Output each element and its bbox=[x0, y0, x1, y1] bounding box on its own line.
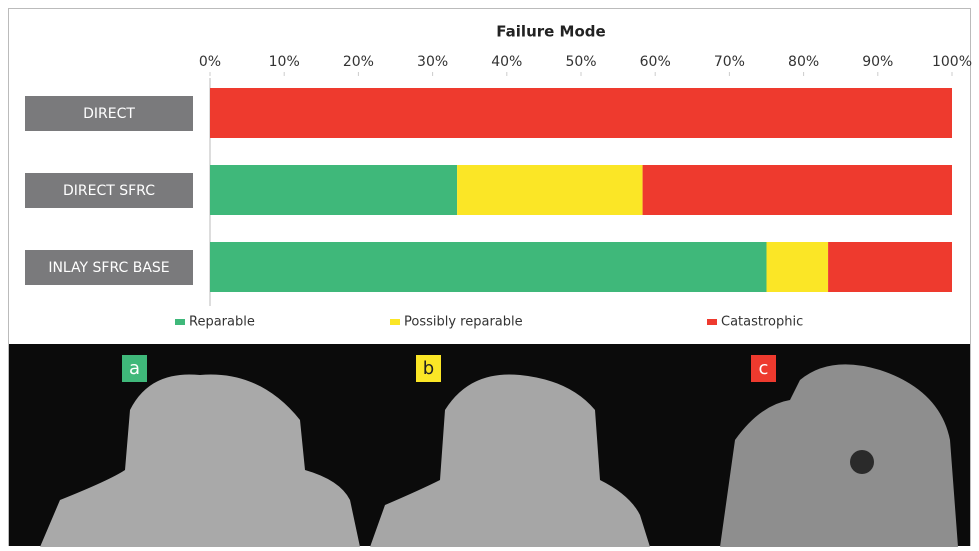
y-tick-label: INLAY SFRC BASE bbox=[48, 260, 169, 276]
x-tick-label: 10% bbox=[269, 54, 300, 70]
tooth-hole bbox=[850, 450, 874, 474]
x-tick-label: 70% bbox=[714, 54, 745, 70]
x-tick-label: 90% bbox=[862, 54, 893, 70]
bar-segment bbox=[457, 165, 643, 215]
bar-segment bbox=[210, 88, 952, 138]
bar-segment bbox=[210, 165, 457, 215]
y-tick-label: DIRECT bbox=[83, 106, 135, 122]
photo-label: a bbox=[129, 358, 140, 379]
x-tick-label: 80% bbox=[788, 54, 819, 70]
photo-panel bbox=[9, 344, 970, 547]
bar-segment bbox=[210, 242, 767, 292]
legend-marker bbox=[175, 319, 185, 325]
legend-label: Possibly reparable bbox=[404, 315, 523, 330]
legend-label: Catastrophic bbox=[721, 315, 803, 330]
photo-label: b bbox=[423, 358, 434, 379]
legend-marker bbox=[390, 319, 400, 325]
chart-title: Failure Mode bbox=[496, 23, 605, 41]
x-tick-label: 50% bbox=[565, 54, 596, 70]
figure: Failure Mode 0% 10% 20% 30% 40% 50% 60% 70% 80% 9… bbox=[0, 0, 979, 547]
x-tick-label: 0% bbox=[199, 54, 221, 70]
bar-segment bbox=[767, 242, 829, 292]
photo-label: c bbox=[759, 358, 769, 379]
bar-segment bbox=[828, 242, 952, 292]
x-tick-label: 60% bbox=[640, 54, 671, 70]
y-tick-label: DIRECT SFRC bbox=[63, 183, 155, 199]
x-tick-label: 30% bbox=[417, 54, 448, 70]
x-tick-label: 20% bbox=[343, 54, 374, 70]
bar-segment bbox=[643, 165, 952, 215]
legend-marker bbox=[707, 319, 717, 325]
legend-label: Reparable bbox=[189, 315, 255, 330]
x-tick-label: 100% bbox=[932, 54, 972, 70]
x-tick-label: 40% bbox=[491, 54, 522, 70]
